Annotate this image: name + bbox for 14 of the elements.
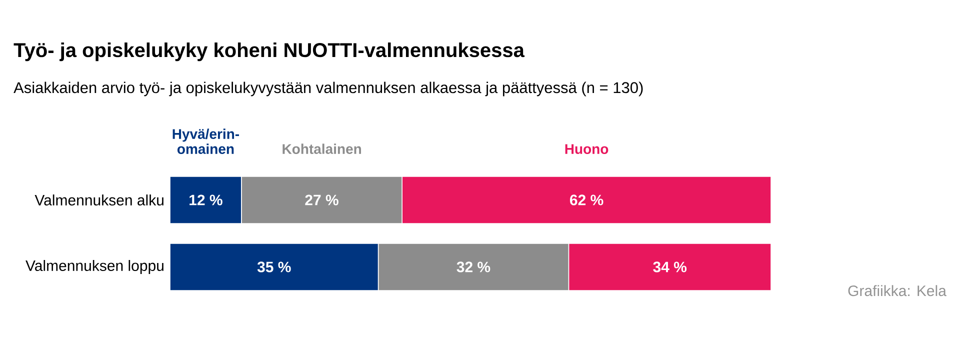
data-label: 27 %: [305, 194, 338, 206]
chart-title: Työ- ja opiskelukyky koheni NUOTTI-valmennuksessa: [14, 42, 525, 62]
text: Grafiikka: Kela: [848, 285, 946, 296]
series-label: Huono: [565, 144, 608, 154]
chart-subtitle: Asiakkaiden arvio työ- ja opiskelukyvystään valmennuksen alkaessa ja päättyessä (n = 130): [14, 82, 643, 96]
data-label: 35 %: [257, 262, 291, 272]
series-label: Hyvä/erin-omainen: [172, 128, 239, 154]
series-label: Kohtalainen: [282, 144, 361, 154]
data-label: 62 %: [570, 194, 604, 206]
data-label: 32 %: [456, 262, 490, 272]
data-label: 12 %: [190, 194, 222, 206]
y-tick-label: Valmennuksen alku: [34, 194, 164, 206]
data-label: 34 %: [653, 262, 687, 272]
y-tick-label: Valmennuksen loppu: [26, 260, 164, 274]
